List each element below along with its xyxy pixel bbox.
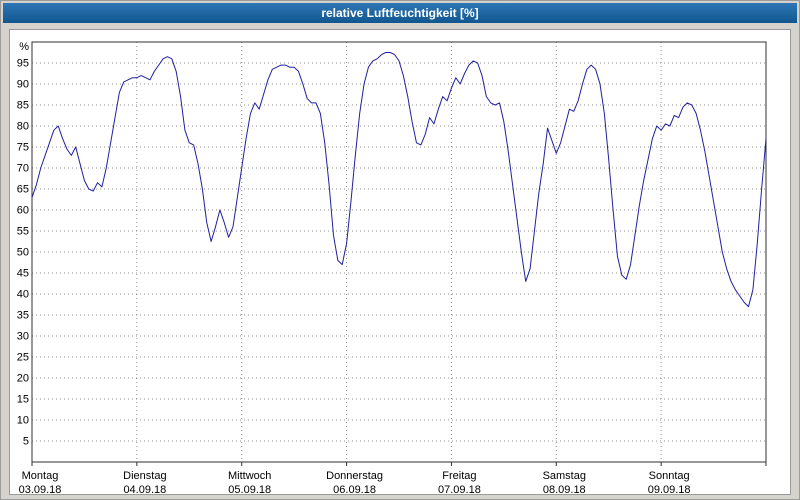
y-tick-label: 10 bbox=[17, 415, 29, 427]
y-tick-label: 50 bbox=[17, 247, 29, 259]
y-tick-label: 15 bbox=[17, 394, 29, 406]
y-tick-label: 20 bbox=[17, 373, 29, 385]
x-day-name-label: Samstag bbox=[543, 470, 586, 482]
x-day-date-label: 07.09.18 bbox=[438, 484, 481, 496]
x-day-name-label: Mittwoch bbox=[228, 470, 271, 482]
y-axis-unit-label: % bbox=[19, 41, 29, 53]
x-day-date-label: 05.09.18 bbox=[228, 484, 271, 496]
title-bar: relative Luftfeuchtigkeit [%] bbox=[3, 3, 797, 23]
window-title: relative Luftfeuchtigkeit [%] bbox=[321, 6, 479, 20]
x-day-name-label: Sonntag bbox=[649, 470, 690, 482]
plot-svg: 5 10 15 20 25 30 35 40 45 50 55 60 65 70 75 80 85 90 95% Mo… bbox=[17, 41, 767, 496]
plot-border bbox=[31, 41, 767, 463]
y-tick-label: 70 bbox=[17, 163, 29, 175]
x-day-name-label: Dienstag bbox=[123, 470, 166, 482]
humidity-line-series bbox=[31, 52, 767, 308]
y-tick-label: 5 bbox=[23, 436, 29, 448]
y-tick-label: 30 bbox=[17, 331, 29, 343]
y-tick-label: 85 bbox=[17, 100, 29, 112]
y-tick-label: 25 bbox=[17, 352, 29, 364]
x-day-date-label: 06.09.18 bbox=[333, 484, 376, 496]
x-day-date-label: 04.09.18 bbox=[123, 484, 166, 496]
y-tick-label: 65 bbox=[17, 184, 29, 196]
y-tick-label: 55 bbox=[17, 226, 29, 238]
y-tick-label: 75 bbox=[17, 142, 29, 154]
y-tick-label: 90 bbox=[17, 79, 29, 91]
x-day-date-label: 03.09.18 bbox=[19, 484, 62, 496]
x-day-name-label: Montag bbox=[22, 470, 59, 482]
x-day-date-label: 09.09.18 bbox=[648, 484, 691, 496]
y-tick-label: 80 bbox=[17, 121, 29, 133]
x-day-date-label: 08.09.18 bbox=[543, 484, 586, 496]
y-tick-label: 45 bbox=[17, 268, 29, 280]
y-tick-label: 95 bbox=[17, 58, 29, 70]
y-tick-label: 60 bbox=[17, 205, 29, 217]
x-day-name-label: Freitag bbox=[442, 470, 476, 482]
x-day-name-label: Donnerstag bbox=[326, 470, 383, 482]
y-tick-label: 35 bbox=[17, 310, 29, 322]
y-tick-label: 40 bbox=[17, 289, 29, 301]
chart-panel: 5 10 15 20 25 30 35 40 45 50 55 60 65 70 75 80 85 90 95% Mo… bbox=[9, 29, 791, 496]
